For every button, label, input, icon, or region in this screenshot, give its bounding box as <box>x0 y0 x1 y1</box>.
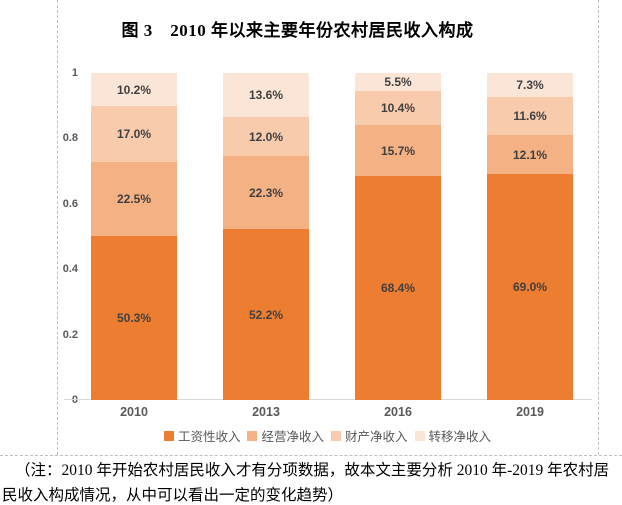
y-axis-tick-label: 0.6 <box>62 197 78 210</box>
x-axis-category-label: 2019 <box>516 405 544 419</box>
value-label: 5.5% <box>384 74 412 89</box>
legend-swatch-icon <box>163 430 174 441</box>
y-axis-tick-label: 0.2 <box>62 328 78 341</box>
bar-segment: 68.4% <box>355 176 441 400</box>
bar-segment: 11.6% <box>487 96 573 135</box>
bar-segment: 5.5% <box>355 73 441 91</box>
bar-segment: 13.6% <box>223 72 309 118</box>
frame-bottom-dashed-border <box>0 455 622 456</box>
value-label: 12.1% <box>512 147 548 162</box>
x-axis-category-label: 2013 <box>252 405 280 419</box>
value-label: 17.0% <box>116 127 152 142</box>
bar-segment: 22.3% <box>223 156 309 230</box>
y-axis-tick-label: 0 <box>71 394 78 406</box>
value-label: 11.6% <box>513 108 547 123</box>
legend-item: 财产净收入 <box>331 426 408 445</box>
value-label: 22.5% <box>116 191 152 206</box>
chart-legend: 工资性收入 经营净收入 财产净收入 转移净收入 <box>57 426 598 445</box>
value-label: 50.3% <box>116 310 152 325</box>
legend-swatch-icon <box>414 430 425 441</box>
bar-segment: 7.3% <box>487 73 573 97</box>
bar-segment: 52.2% <box>223 229 309 400</box>
x-axis-line <box>64 399 592 400</box>
y-axis-tick-label: 0.8 <box>62 132 78 145</box>
value-label: 10.4% <box>380 100 416 115</box>
legend-item: 经营净收入 <box>247 426 324 445</box>
value-label: 13.6% <box>248 87 284 102</box>
value-label: 7.3% <box>516 77 544 92</box>
x-axis-category-label: 2016 <box>384 405 412 419</box>
chart-title: 图 3 2010 年以来主要年份农村居民收入构成 <box>121 21 474 40</box>
legend-item: 转移净收入 <box>414 426 492 445</box>
frame-right-dashed-border <box>598 0 599 455</box>
legend-label: 经营净收入 <box>261 430 324 444</box>
bar-segment: 22.5% <box>91 161 177 236</box>
value-label: 12.0% <box>248 129 284 144</box>
value-label: 10.2% <box>116 82 152 97</box>
bar-segment: 15.7% <box>355 124 441 177</box>
legend-swatch-icon <box>247 430 258 441</box>
bar-segment: 12.0% <box>223 117 309 157</box>
x-axis-category-label: 2010 <box>120 405 148 419</box>
legend-label: 财产净收入 <box>345 430 408 444</box>
legend-label: 转移净收入 <box>428 430 492 444</box>
value-label: 69.0% <box>512 280 548 295</box>
bar-segment: 69.0% <box>487 174 573 400</box>
value-label: 68.4% <box>380 281 416 296</box>
y-axis-tick-label: 1 <box>71 67 78 79</box>
chart-footnote: （注：2010 年开始农村居民收入才有分项数据，故本文主要分析 2010 年-2… <box>2 462 610 504</box>
bar-segment: 10.2% <box>91 73 177 107</box>
legend-item: 工资性收入 <box>163 426 241 445</box>
bar-segment: 50.3% <box>91 235 177 400</box>
bar-segment: 12.1% <box>487 134 573 175</box>
legend-swatch-icon <box>331 430 341 441</box>
value-label: 52.2% <box>248 307 284 322</box>
bar-segment: 17.0% <box>91 106 177 162</box>
value-label: 15.7% <box>380 143 416 158</box>
legend-label: 工资性收入 <box>177 430 241 444</box>
value-label: 22.3% <box>248 185 284 200</box>
bar-segment: 10.4% <box>355 90 441 125</box>
y-axis-tick-label: 0.4 <box>62 263 78 276</box>
